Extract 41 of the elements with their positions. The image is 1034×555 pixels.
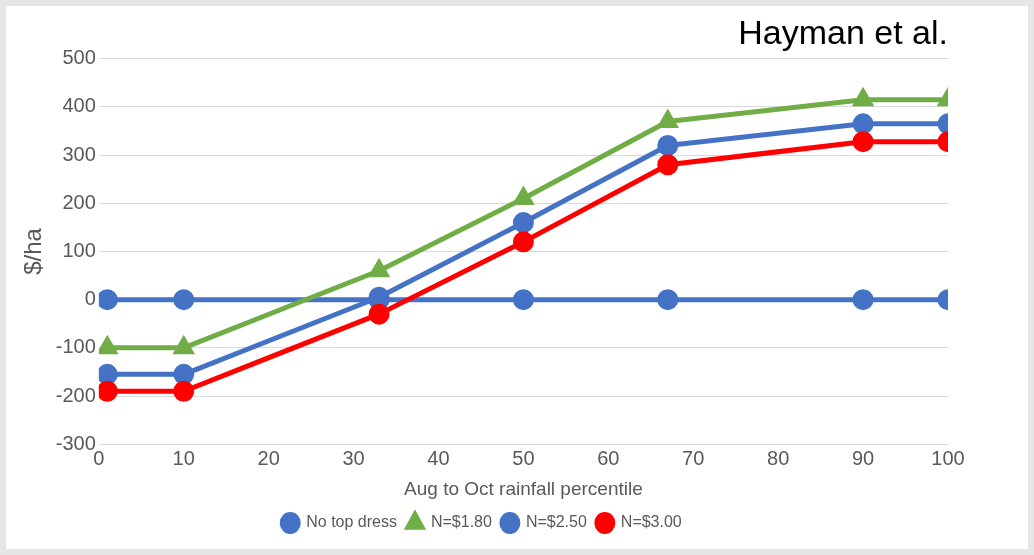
y-tick-label: 500 [62, 46, 96, 69]
x-tick-label: 40 [427, 446, 450, 469]
point [852, 131, 874, 153]
x-tick-label: 50 [512, 446, 535, 469]
point [173, 380, 195, 402]
y-tick-label: -100 [55, 335, 96, 358]
y-axis-title: $/ha [19, 227, 47, 275]
point [512, 231, 534, 253]
point [368, 303, 390, 325]
point [98, 380, 118, 402]
x-tick-label: 30 [342, 446, 365, 469]
x-axis-title: Aug to Oct rainfall percentile [404, 477, 643, 499]
point [173, 363, 195, 385]
legend-label: N=$3.00 [620, 513, 682, 531]
point [98, 289, 118, 311]
point [98, 363, 118, 385]
point [173, 289, 195, 311]
x-tick-label: 80 [767, 446, 790, 469]
legend-label: N=$2.50 [525, 513, 587, 531]
legend-label: No top dress [306, 513, 397, 531]
x-tick-label: 100 [931, 446, 965, 469]
x-tick-label: 90 [851, 446, 875, 469]
x-tick-label: 10 [172, 446, 195, 469]
y-tick-label: 0 [84, 287, 96, 310]
point [657, 289, 679, 311]
point [512, 212, 534, 234]
x-tick-label: 20 [257, 446, 280, 469]
point [852, 113, 874, 135]
y-tick-label: 300 [62, 142, 96, 165]
y-tick-label: 200 [62, 190, 96, 213]
legend-label: N=$1.80 [430, 513, 492, 531]
y-tick-label: 400 [62, 94, 96, 117]
y-tick-label: -200 [55, 383, 96, 406]
y-tick-label: 100 [62, 239, 96, 262]
x-tick-label: 70 [682, 446, 705, 469]
point [657, 154, 679, 176]
point [512, 289, 534, 311]
point [852, 289, 874, 311]
point [657, 135, 679, 157]
chart-title: Hayman et al. [738, 12, 948, 51]
x-tick-label: 60 [597, 446, 620, 469]
